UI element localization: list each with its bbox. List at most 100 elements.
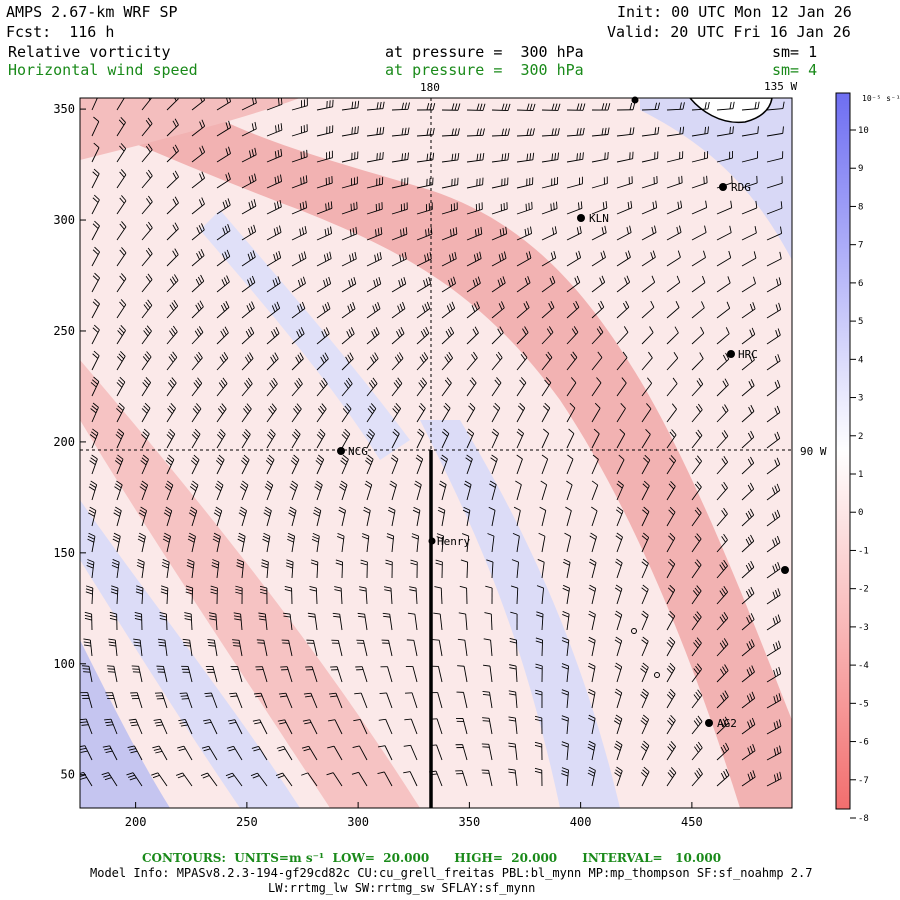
wind-barb — [316, 226, 333, 241]
label-180: 180 — [420, 81, 440, 94]
wind-barb — [204, 692, 218, 709]
wind-barb — [380, 666, 393, 683]
colorbar-tick-label: 2 — [858, 432, 863, 442]
station-dot — [631, 96, 639, 104]
wind-barb — [615, 506, 624, 527]
colorbar-tick-label: -8 — [858, 814, 869, 824]
wind-barb — [591, 176, 608, 189]
wind-barb — [331, 639, 343, 657]
colorbar-tick-label: -1 — [858, 546, 869, 556]
wind-barb — [241, 98, 257, 111]
wind-barb — [766, 101, 785, 111]
wind-barb — [141, 195, 153, 215]
x-tick-label: 200 — [125, 815, 147, 829]
wind-barb — [91, 246, 100, 267]
wind-barb — [641, 610, 649, 631]
wind-barb — [314, 480, 323, 501]
wind-barb — [466, 402, 476, 423]
wind-barb — [541, 275, 556, 293]
wind-barb — [88, 480, 98, 501]
wind-barb — [177, 745, 193, 761]
wind-barb — [541, 201, 558, 215]
wind-barb — [157, 638, 168, 657]
wind-barb — [341, 151, 359, 163]
wind-barb — [356, 639, 368, 657]
wind-barb — [441, 227, 458, 241]
plot-frame — [79, 97, 793, 809]
wind-barb — [240, 454, 250, 475]
wind-barb — [541, 428, 550, 449]
wind-barb — [266, 403, 277, 423]
wind-barb — [481, 743, 493, 761]
wind-barb — [116, 273, 127, 293]
wind-barb — [114, 480, 123, 501]
wind-barb — [378, 745, 393, 761]
wind-barb — [466, 128, 485, 137]
wind-barb — [216, 275, 230, 293]
wind-barb — [214, 480, 224, 501]
wind-barb — [641, 151, 659, 163]
wind-barb — [135, 585, 144, 605]
wind-barb — [691, 559, 702, 579]
wind-barb — [766, 354, 781, 371]
wind-barb — [666, 532, 676, 553]
wind-barb — [516, 128, 535, 137]
wind-barb — [405, 692, 418, 709]
colorbar-tick-label: 1 — [858, 470, 863, 480]
wind-barb — [186, 559, 195, 579]
wind-barb — [491, 402, 501, 423]
wind-barb — [441, 152, 460, 163]
wind-barb — [327, 719, 343, 735]
wind-barb — [341, 403, 352, 423]
wind-barb — [266, 123, 283, 137]
wind-barb — [114, 454, 124, 475]
wind-barb — [615, 532, 623, 553]
wind-barb — [85, 585, 94, 605]
wind-barb — [191, 119, 206, 137]
wind-barb — [141, 377, 152, 397]
label-135w: 135 W — [764, 80, 797, 93]
wind-barb — [216, 172, 231, 189]
forecast-hour: Fcst: 116 h — [6, 23, 115, 41]
wind-barb — [441, 402, 451, 423]
wind-barb — [441, 326, 455, 345]
wind-barb — [455, 744, 468, 761]
wind-barb — [508, 768, 518, 787]
wind-barb — [291, 327, 305, 345]
wind-barb — [516, 177, 534, 189]
wind-barb — [216, 198, 231, 215]
wind-barb — [666, 301, 680, 319]
wind-barb — [412, 506, 421, 527]
wind-barb — [391, 301, 406, 319]
wind-barb — [391, 403, 402, 423]
wind-barb — [166, 300, 179, 319]
wind-barb — [466, 326, 479, 345]
wind-barb — [388, 506, 396, 527]
wind-barb — [416, 301, 431, 319]
station-markers — [337, 96, 789, 727]
station-label-ncg: NCG — [348, 445, 368, 458]
wind-barb — [561, 767, 569, 787]
wind-barb — [416, 326, 430, 345]
wind-barb — [691, 175, 708, 189]
wind-barb — [164, 480, 174, 501]
wind-barb — [481, 769, 493, 787]
wind-barb — [516, 326, 529, 345]
valid-time: Valid: 20 UTC Fri 16 Jan 26 — [607, 23, 851, 41]
wind-barb — [116, 117, 126, 137]
wind-barb — [191, 249, 205, 267]
wind-barb — [616, 428, 626, 449]
wind-barb — [116, 376, 126, 397]
wind-barb — [441, 202, 458, 215]
wind-barb — [716, 378, 729, 397]
wind-barb — [741, 665, 755, 683]
wind-barb — [541, 377, 552, 397]
wind-barb — [316, 176, 333, 189]
wind-barb — [166, 118, 179, 137]
wind-barb — [166, 325, 178, 345]
wind-barb — [716, 455, 729, 475]
wind-barb — [288, 506, 297, 527]
wind-barb — [141, 221, 153, 241]
wind-barb — [766, 719, 782, 735]
wind-barb — [716, 225, 732, 241]
